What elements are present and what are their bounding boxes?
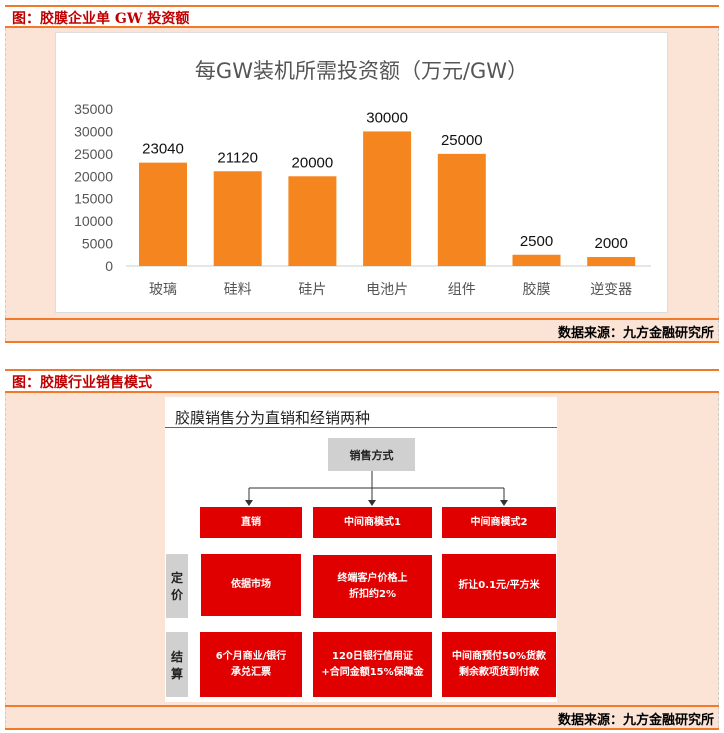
divider — [5, 5, 719, 7]
x-tick-label: 组件 — [448, 282, 476, 298]
source-text: 数据来源：九方金融研究所 — [557, 326, 714, 341]
x-tick-label: 玻璃 — [149, 281, 177, 298]
pricing-distributor-2: 折让0.1元/平方米 — [442, 554, 556, 618]
bar — [512, 254, 561, 266]
data-label: 30000 — [366, 109, 408, 126]
y-tick-label: 15000 — [74, 191, 113, 207]
settlement-distributor-2: 中间商预付50%货款 剩余款项货到付款 — [442, 632, 556, 697]
divider — [5, 391, 719, 393]
divider — [5, 26, 719, 28]
row-label-pricing: 定 价 — [166, 554, 188, 618]
source-text: 数据来源：九方金融研究所 — [557, 713, 714, 728]
data-label: 2000 — [595, 235, 628, 252]
chart-svg: 0 5000 10000 15000 20000 25000 30000 35000 23040… — [74, 101, 651, 298]
data-label: 20000 — [292, 154, 334, 171]
y-tick-label: 30000 — [74, 123, 113, 139]
divider — [5, 369, 719, 371]
settlement-distributor-1: 120日银行信用证 +合同金额15%保障金 — [313, 632, 432, 697]
data-label: 2500 — [520, 233, 553, 250]
y-tick-label: 10000 — [74, 213, 113, 229]
source-row — [5, 707, 719, 728]
chart: 每GW装机所需投资额（万元/GW） 0 5000 10000 15000 20000 25… — [55, 32, 668, 313]
y-tick-label: 0 — [105, 258, 113, 274]
x-tick-label: 电池片 — [366, 282, 408, 298]
divider — [165, 427, 557, 428]
y-tick-label: 35000 — [74, 101, 113, 117]
bar — [363, 131, 412, 266]
source-row — [5, 320, 719, 341]
divider — [5, 341, 719, 343]
divider — [5, 705, 719, 707]
row-label-settlement: 结 算 — [166, 632, 188, 697]
root-node: 销售方式 — [328, 438, 415, 471]
data-label: 25000 — [441, 132, 483, 149]
diagram-title: 胶膜销售分为直销和经销两种 — [175, 409, 371, 427]
y-tick-label: 25000 — [74, 146, 113, 162]
divider — [5, 318, 719, 320]
bar — [437, 153, 486, 266]
bar — [587, 257, 636, 266]
bar — [213, 171, 262, 266]
y-tick-label: 20000 — [74, 168, 113, 184]
sales-diagram: 胶膜销售分为直销和经销两种 销售方式 直销 中间商模式1 中间商模式2 定 价 … — [165, 397, 557, 702]
data-label: 23040 — [142, 141, 184, 158]
pricing-distributor-1: 终端客户价格上 折扣约2% — [313, 555, 432, 618]
chart-title: 每GW装机所需投资额（万元/GW） — [194, 59, 529, 83]
pricing-direct: 依据市场 — [201, 554, 301, 616]
y-tick-label: 5000 — [82, 236, 113, 252]
bar — [288, 176, 337, 266]
x-tick-label: 硅片 — [298, 282, 326, 298]
x-tick-label: 硅料 — [224, 282, 252, 298]
data-label: 21120 — [217, 149, 258, 166]
divider — [5, 728, 719, 730]
connector-arrows — [245, 471, 508, 506]
x-tick-label: 胶膜 — [523, 281, 551, 298]
x-tick-label: 逆变器 — [590, 282, 632, 298]
bar — [139, 162, 187, 266]
mode-distributor-2: 中间商模式2 — [442, 507, 556, 538]
mode-distributor-1: 中间商模式1 — [313, 507, 432, 538]
mode-direct: 直销 — [200, 507, 302, 538]
settlement-direct: 6个月商业/银行 承兑汇票 — [200, 632, 302, 697]
figure-title: 图：胶膜行业销售模式 — [12, 375, 152, 391]
figure-title: 图：胶膜企业单 GW 投资额 — [12, 11, 190, 27]
